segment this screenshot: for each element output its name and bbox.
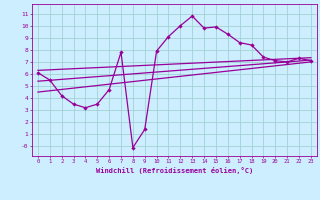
X-axis label: Windchill (Refroidissement éolien,°C): Windchill (Refroidissement éolien,°C) xyxy=(96,167,253,174)
